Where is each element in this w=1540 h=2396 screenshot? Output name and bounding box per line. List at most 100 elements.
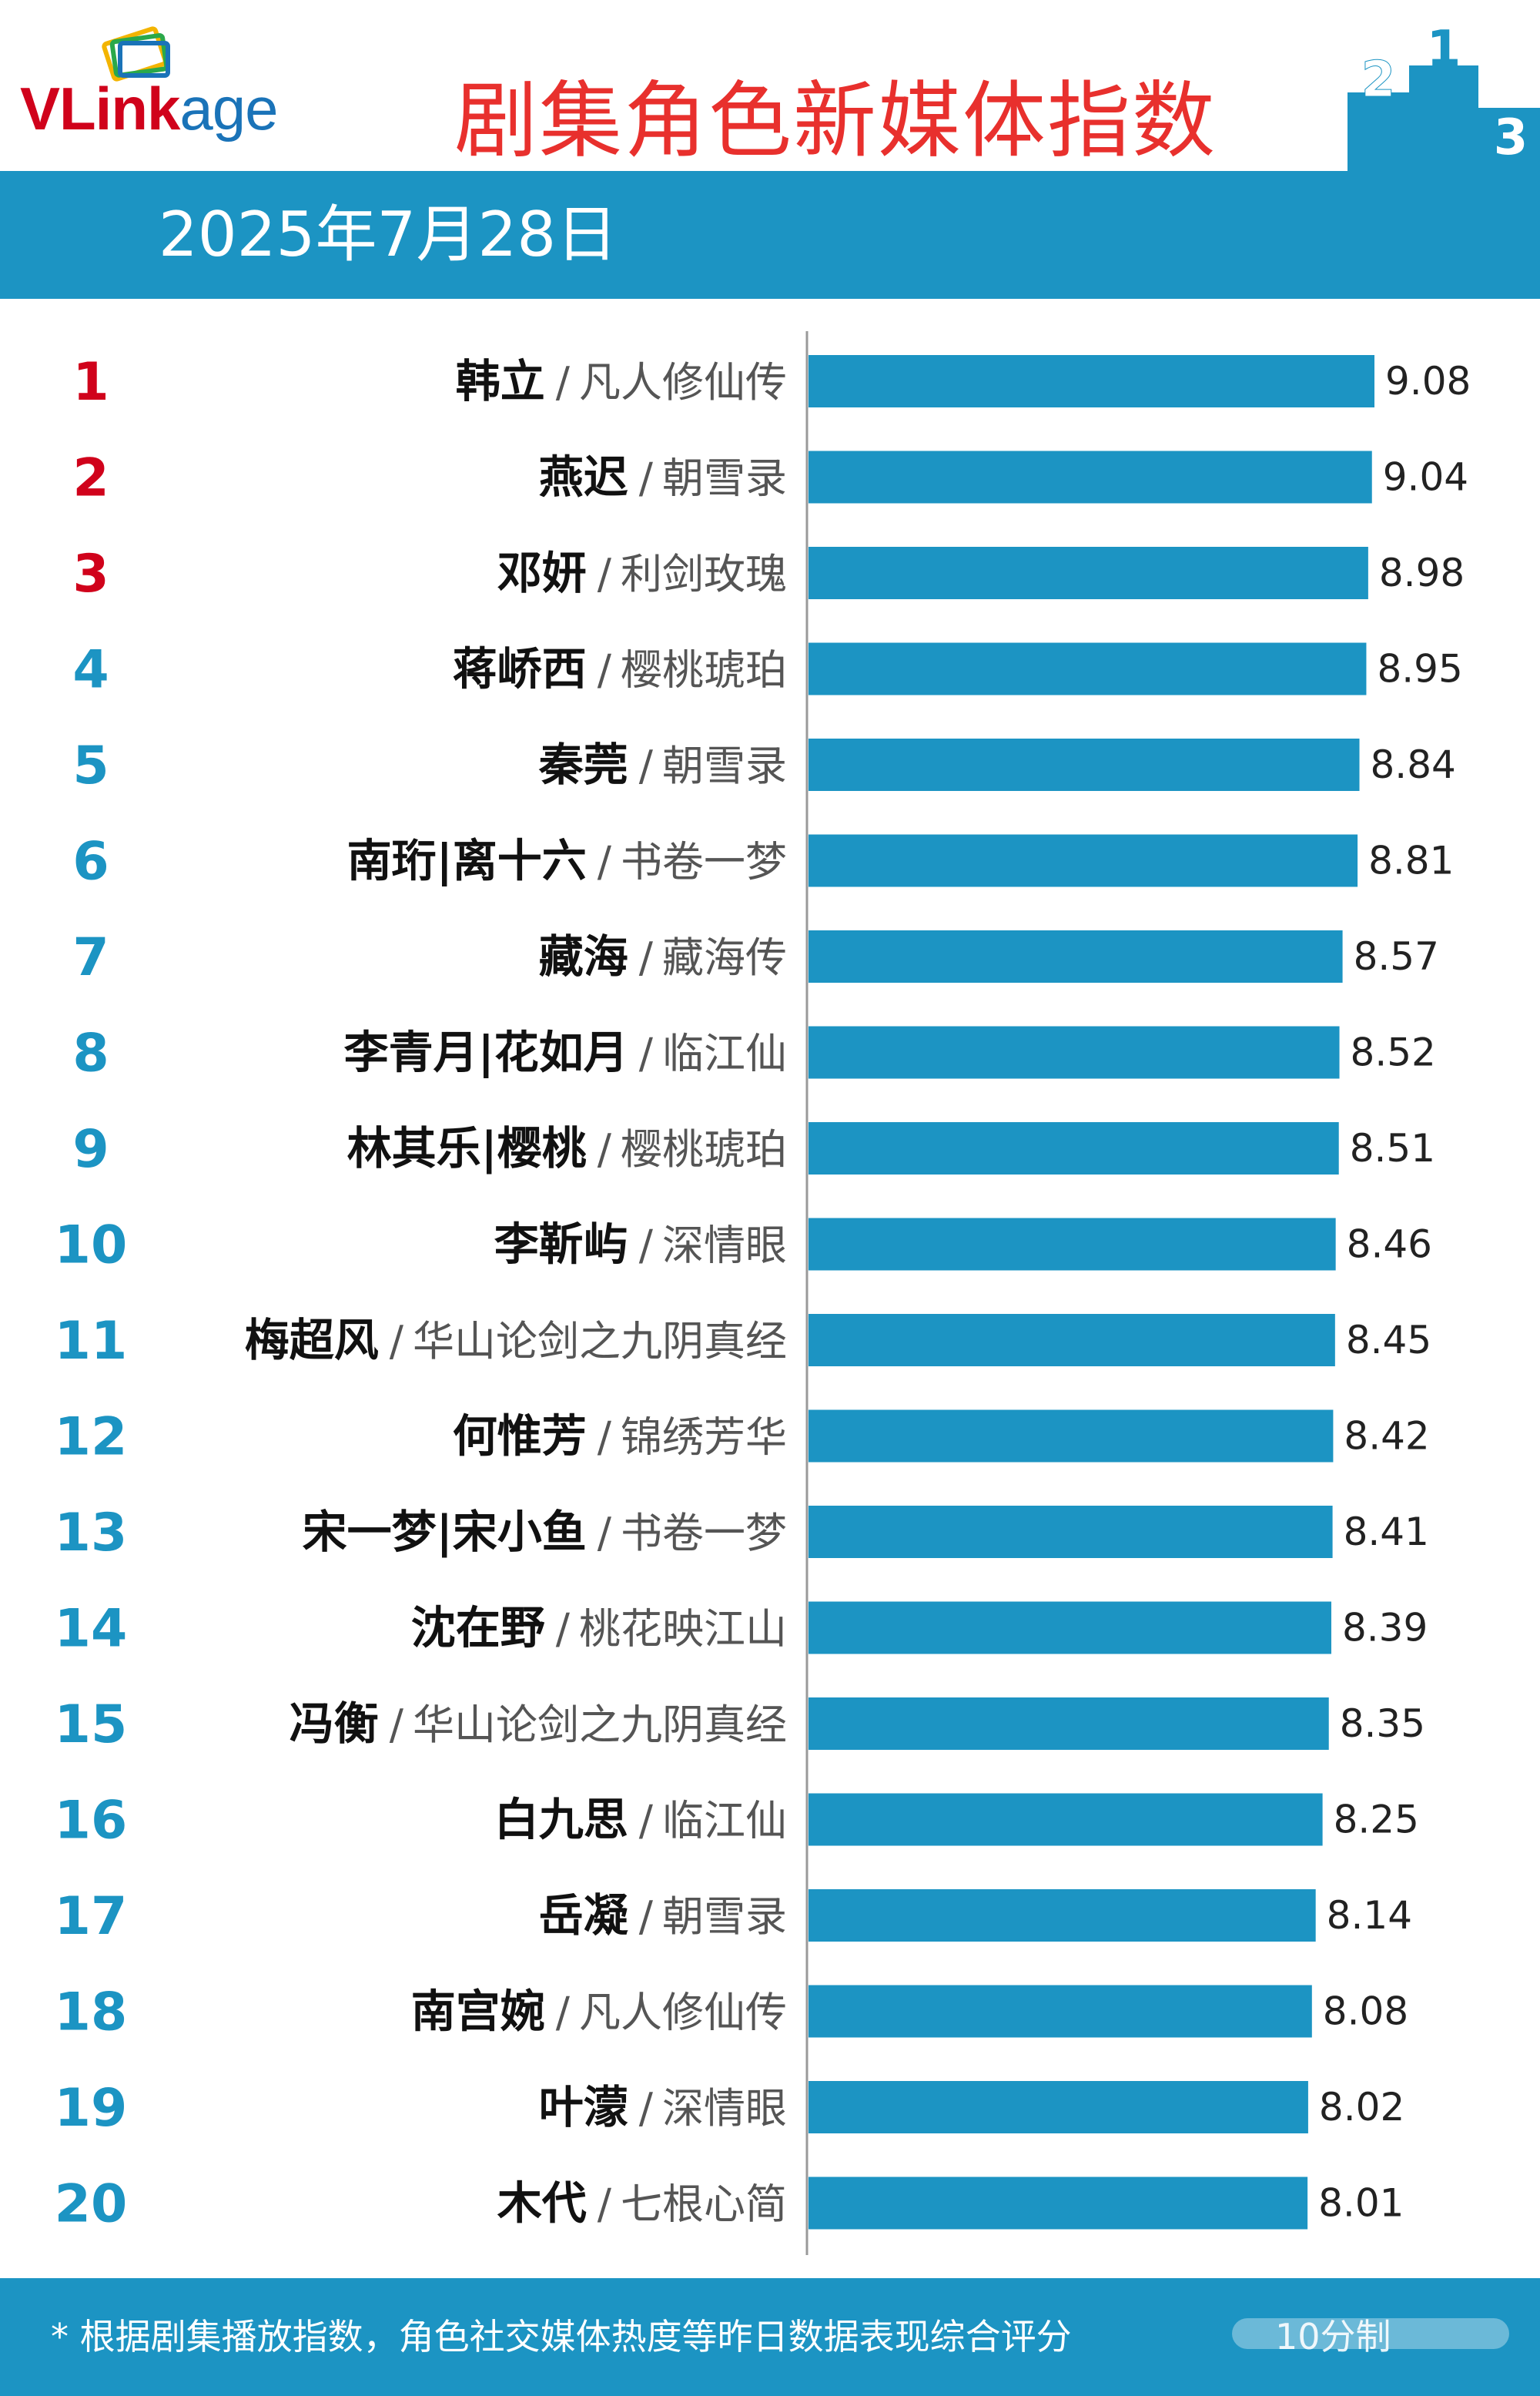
separator: /: [556, 358, 571, 407]
show-name: 华山论剑之九阴真经: [413, 1701, 787, 1749]
podium-label-2: 2: [1361, 52, 1396, 109]
ranking-row: 17 岳凝 / 朝雪录 8.14: [55, 1886, 1412, 1947]
bar: [808, 2081, 1308, 2133]
rank-number: 13: [55, 1503, 128, 1563]
row-label: 梅超风 / 华山论剑之九阴真经: [245, 1314, 787, 1366]
character-name: 蒋峤西: [453, 643, 587, 695]
separator: /: [556, 1605, 571, 1654]
value-label: 8.01: [1318, 2181, 1404, 2226]
date-band: 2025年7月28日: [0, 171, 1540, 299]
character-name: 叶濛: [539, 2081, 628, 2133]
show-name: 临江仙: [662, 1797, 787, 1845]
rank-number: 18: [55, 1982, 128, 2043]
ranking-row: 6 南珩|离十六 / 书卷一梦 8.81: [72, 832, 1454, 893]
value-label: 8.95: [1377, 647, 1462, 692]
value-label: 8.98: [1379, 551, 1465, 595]
character-name: 梅超风: [245, 1314, 379, 1366]
rank-number: 2: [72, 448, 109, 509]
show-name: 朝雪录: [662, 742, 787, 790]
rank-number: 7: [72, 927, 109, 988]
value-label: 8.84: [1371, 742, 1456, 787]
separator: /: [556, 1989, 571, 2037]
separator: /: [639, 1221, 654, 1270]
rank-number: 20: [55, 2174, 128, 2235]
ranking-bar-chart: 1 韩立 / 凡人修仙传 9.082 燕迟 / 朝雪录 9.043 邓妍 / 利剑玫瑰 8.984 蒋峤西…: [55, 331, 1471, 2255]
logo-wordmark: VLinkage: [20, 74, 279, 144]
separator: /: [639, 1797, 654, 1845]
separator: /: [639, 933, 654, 982]
vlinkage-logo: VLinkage: [15, 22, 339, 152]
ranking-rows: 1 韩立 / 凡人修仙传 9.082 燕迟 / 朝雪录 9.043 邓妍 / 利剑玫瑰 8.984 蒋峤西…: [55, 352, 1471, 2235]
character-name: 何惟芳: [453, 1410, 587, 1463]
show-name: 藏海传: [662, 933, 787, 982]
value-label: 8.81: [1368, 839, 1454, 883]
character-name: 岳凝: [539, 1889, 628, 1942]
ranking-row: 9 林其乐|樱桃 / 樱桃琥珀 8.51: [72, 1119, 1435, 1180]
bar: [808, 451, 1372, 504]
rank-number: 1: [72, 352, 109, 413]
separator: /: [390, 1701, 404, 1749]
show-name: 樱桃琥珀: [621, 1125, 787, 1174]
row-label: 木代 / 七根心简: [497, 2177, 787, 2230]
row-label: 南珩|离十六 / 书卷一梦: [347, 835, 787, 887]
show-name: 朝雪录: [662, 454, 787, 503]
show-name: 朝雪录: [662, 1892, 787, 1941]
bar: [808, 1218, 1336, 1271]
separator: /: [390, 1317, 404, 1366]
separator: /: [639, 2084, 654, 2133]
separator: /: [639, 1892, 654, 1941]
row-label: 燕迟 / 朝雪录: [539, 451, 787, 504]
row-label: 藏海 / 藏海传: [539, 930, 787, 983]
row-label: 秦莞 / 朝雪录: [538, 739, 787, 791]
podium-label-3: 3: [1494, 109, 1528, 166]
show-name: 书卷一梦: [621, 1509, 787, 1557]
ranking-row: 2 燕迟 / 朝雪录 9.04: [72, 448, 1468, 509]
bar: [808, 1506, 1333, 1558]
value-label: 8.08: [1323, 1989, 1408, 2034]
value-label: 8.52: [1351, 1030, 1436, 1075]
bar: [808, 1122, 1339, 1175]
show-name: 凡人修仙传: [579, 358, 787, 407]
show-name: 书卷一梦: [621, 838, 787, 886]
rank-number: 8: [72, 1024, 109, 1084]
value-label: 8.42: [1344, 1414, 1429, 1459]
value-label: 8.35: [1340, 1701, 1425, 1746]
header: VLinkage 剧集角色新媒体指数 2 1 3: [0, 0, 1540, 171]
value-label: 9.04: [1383, 455, 1468, 500]
separator: /: [639, 1030, 654, 1078]
separator: /: [598, 1125, 612, 1174]
show-name: 凡人修仙传: [579, 1989, 787, 2037]
separator: /: [598, 550, 612, 598]
rank-number: 17: [55, 1886, 128, 1947]
row-label: 白九思 / 临江仙: [494, 1794, 787, 1846]
show-name: 七根心简: [621, 2180, 787, 2229]
rank-number: 10: [55, 1215, 128, 1276]
date-label: 2025年7月28日: [158, 199, 618, 270]
ranking-row: 12 何惟芳 / 锦绣芳华 8.42: [55, 1407, 1430, 1468]
separator: /: [598, 1509, 612, 1557]
separator: /: [598, 838, 612, 886]
ranking-row: 15 冯衡 / 华山论剑之九阴真经 8.35: [55, 1694, 1425, 1755]
bar: [808, 1793, 1323, 1846]
row-label: 沈在野 / 桃花映江山: [411, 1602, 787, 1654]
character-name: 木代: [497, 2177, 587, 2230]
show-name: 锦绣芳华: [621, 1413, 787, 1462]
ranking-row: 4 蒋峤西 / 樱桃琥珀 8.95: [72, 640, 1462, 701]
podium-label-1: 1: [1427, 23, 1461, 78]
character-name: 白九思: [494, 1794, 628, 1846]
rank-number: 19: [55, 2078, 128, 2139]
ranking-row: 19 叶濛 / 深情眼 8.02: [55, 2078, 1405, 2139]
character-name: 藏海: [539, 930, 628, 983]
ranking-row: 20 木代 / 七根心简 8.01: [55, 2174, 1404, 2235]
row-label: 蒋峤西 / 樱桃琥珀: [453, 643, 787, 695]
logo-link: Link: [59, 75, 180, 142]
separator: /: [598, 646, 612, 695]
rank-number: 14: [55, 1599, 128, 1660]
character-name: 宋一梦|宋小鱼: [303, 1506, 587, 1558]
value-label: 8.51: [1350, 1126, 1435, 1171]
show-name: 深情眼: [662, 1221, 787, 1270]
logo-cards-icon: [102, 26, 170, 82]
bar: [808, 547, 1368, 599]
row-label: 叶濛 / 深情眼: [539, 2081, 787, 2133]
ranking-row: 18 南宫婉 / 凡人修仙传 8.08: [55, 1982, 1408, 2043]
